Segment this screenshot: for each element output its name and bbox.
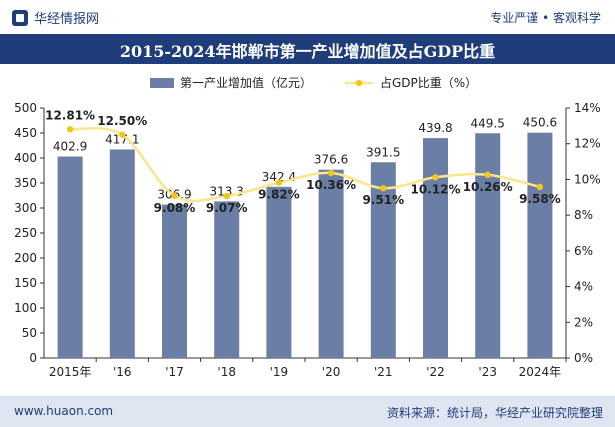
title-bar: 2015-2024年邯郸市第一产业增加值及占GDP比重	[0, 34, 615, 64]
x-tick-label: '16	[113, 365, 132, 379]
x-tick-label: '23	[478, 365, 497, 379]
bar-value-label: 391.5	[366, 145, 400, 159]
x-tick-label: '21	[374, 365, 393, 379]
bar	[318, 169, 344, 358]
y-left-tick-label: 400	[14, 151, 37, 165]
line-value-label: 9.58%	[519, 192, 561, 206]
line-point	[327, 169, 335, 177]
y-left-tick-label: 50	[22, 326, 37, 340]
y-left-tick-label: 500	[14, 101, 37, 115]
line-point	[119, 131, 126, 138]
line-value-label: 10.36%	[306, 178, 356, 192]
bar	[162, 204, 187, 358]
bar	[527, 132, 553, 358]
y-left-tick-label: 250	[14, 226, 37, 240]
bar-value-label: 376.6	[314, 153, 348, 167]
y-left-tick-label: 0	[29, 351, 37, 365]
bar-value-label: 450.6	[523, 116, 557, 130]
bar-value-label: 439.8	[418, 121, 452, 135]
brand-name: 华经情报网	[34, 12, 100, 27]
legend-bar-label: 第一产业增加值（亿元）	[180, 75, 312, 90]
chart-title: 2015-2024年邯郸市第一产业增加值及占GDP比重	[119, 42, 496, 61]
y-right-tick-label: 2%	[574, 315, 593, 329]
chart: 第一产业增加值（亿元） 占GDP比重（%） 0 50 100 150 200 250 300 35…	[14, 75, 601, 379]
top-bar: 华经情报网 专业严谨 • 客观科学	[0, 0, 615, 34]
y-left-tick-label: 100	[14, 301, 37, 315]
series-line	[69, 126, 541, 203]
footer-url: www.huaon.com	[14, 404, 114, 418]
x-tick-label: '18	[217, 365, 236, 379]
y-left-tick-label: 150	[14, 276, 37, 290]
legend-bar-swatch	[150, 78, 174, 88]
x-tick-label: 2024年	[519, 365, 562, 379]
x-tick-label: '17	[165, 365, 184, 379]
y-left-tick-label: 350	[14, 176, 37, 190]
line-value-label: 9.07%	[206, 201, 248, 215]
x-tick-label: 2015年	[49, 365, 92, 379]
line-point	[484, 171, 491, 178]
line-point	[275, 179, 283, 186]
footer-source: 资料来源：统计局，华经产业研究院整理	[386, 406, 603, 420]
y-left-tick-label: 200	[14, 251, 37, 265]
y-right-tick-label: 8%	[574, 208, 593, 222]
bar	[266, 186, 292, 358]
line-point	[66, 126, 74, 133]
y-right-tick-label: 6%	[574, 244, 593, 258]
line-value-label: 12.50%	[97, 114, 147, 128]
x-tick-label: '22	[426, 365, 445, 379]
bar-value-label: 449.5	[471, 116, 505, 130]
y-left-tick-label: 450	[14, 126, 37, 140]
bar	[109, 149, 135, 358]
line-value-label: 9.08%	[154, 201, 196, 215]
bar	[423, 138, 448, 358]
bar	[370, 162, 396, 358]
line-point	[536, 183, 544, 191]
y-right-tick-label: 10%	[574, 172, 601, 186]
tagline: 专业严谨 • 客观科学	[490, 11, 601, 25]
legend-line-label: 占GDP比重（%）	[380, 75, 477, 90]
line-value-label: 9.82%	[258, 188, 300, 202]
bar	[475, 133, 501, 358]
footer-bar: www.huaon.com 资料来源：统计局，华经产业研究院整理	[0, 396, 615, 427]
line-point	[223, 192, 230, 200]
y-right-tick-label: 0%	[574, 351, 593, 365]
line-value-label: 9.51%	[362, 193, 404, 207]
bar-value-label: 402.9	[53, 140, 87, 154]
brand: 华经情报网	[12, 8, 99, 27]
line-value-label: 12.81%	[45, 108, 95, 122]
bar	[214, 201, 240, 358]
line-value-label: 10.12%	[411, 182, 461, 196]
brand-logo-icon	[12, 9, 28, 26]
y-right-tick-label: 14%	[574, 101, 601, 115]
x-tick-label: '19	[270, 365, 289, 379]
bar	[57, 156, 83, 358]
line-point	[380, 184, 387, 192]
y-right-tick-label: 12%	[574, 137, 601, 151]
line-point	[432, 174, 439, 181]
x-tick-label: '20	[322, 365, 341, 379]
y-left-tick-label: 300	[14, 201, 37, 215]
line-point	[171, 192, 178, 200]
line-value-label: 10.26%	[463, 180, 513, 194]
y-right-tick-label: 4%	[574, 280, 593, 294]
legend-line-dot	[355, 79, 363, 87]
